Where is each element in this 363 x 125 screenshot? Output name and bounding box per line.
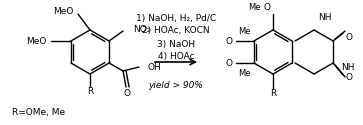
Text: MeO: MeO — [26, 36, 47, 46]
Text: 1) NaOH, H₂, Pd/C: 1) NaOH, H₂, Pd/C — [136, 14, 216, 22]
Text: Me: Me — [249, 2, 261, 12]
Text: NO₂: NO₂ — [133, 24, 150, 34]
Text: O: O — [226, 36, 233, 46]
Text: R: R — [87, 88, 93, 96]
Text: Me: Me — [238, 68, 250, 78]
Text: yield > 90%: yield > 90% — [148, 80, 203, 90]
Text: 3) NaOH: 3) NaOH — [157, 40, 195, 48]
Text: 2) HOAc, KOCN: 2) HOAc, KOCN — [142, 26, 210, 36]
Text: OH: OH — [147, 62, 161, 72]
Text: NH: NH — [318, 14, 331, 22]
Text: O: O — [226, 58, 233, 68]
Text: Me: Me — [238, 26, 250, 36]
Text: O: O — [345, 72, 352, 82]
Text: R: R — [270, 90, 276, 98]
Text: O: O — [263, 2, 270, 12]
Text: O: O — [123, 90, 131, 98]
Text: O: O — [345, 32, 352, 42]
Text: R=OMe, Me: R=OMe, Me — [12, 108, 65, 116]
Text: MeO: MeO — [54, 8, 74, 16]
Text: 4) HOAc: 4) HOAc — [158, 52, 194, 62]
Text: NH: NH — [341, 62, 355, 72]
